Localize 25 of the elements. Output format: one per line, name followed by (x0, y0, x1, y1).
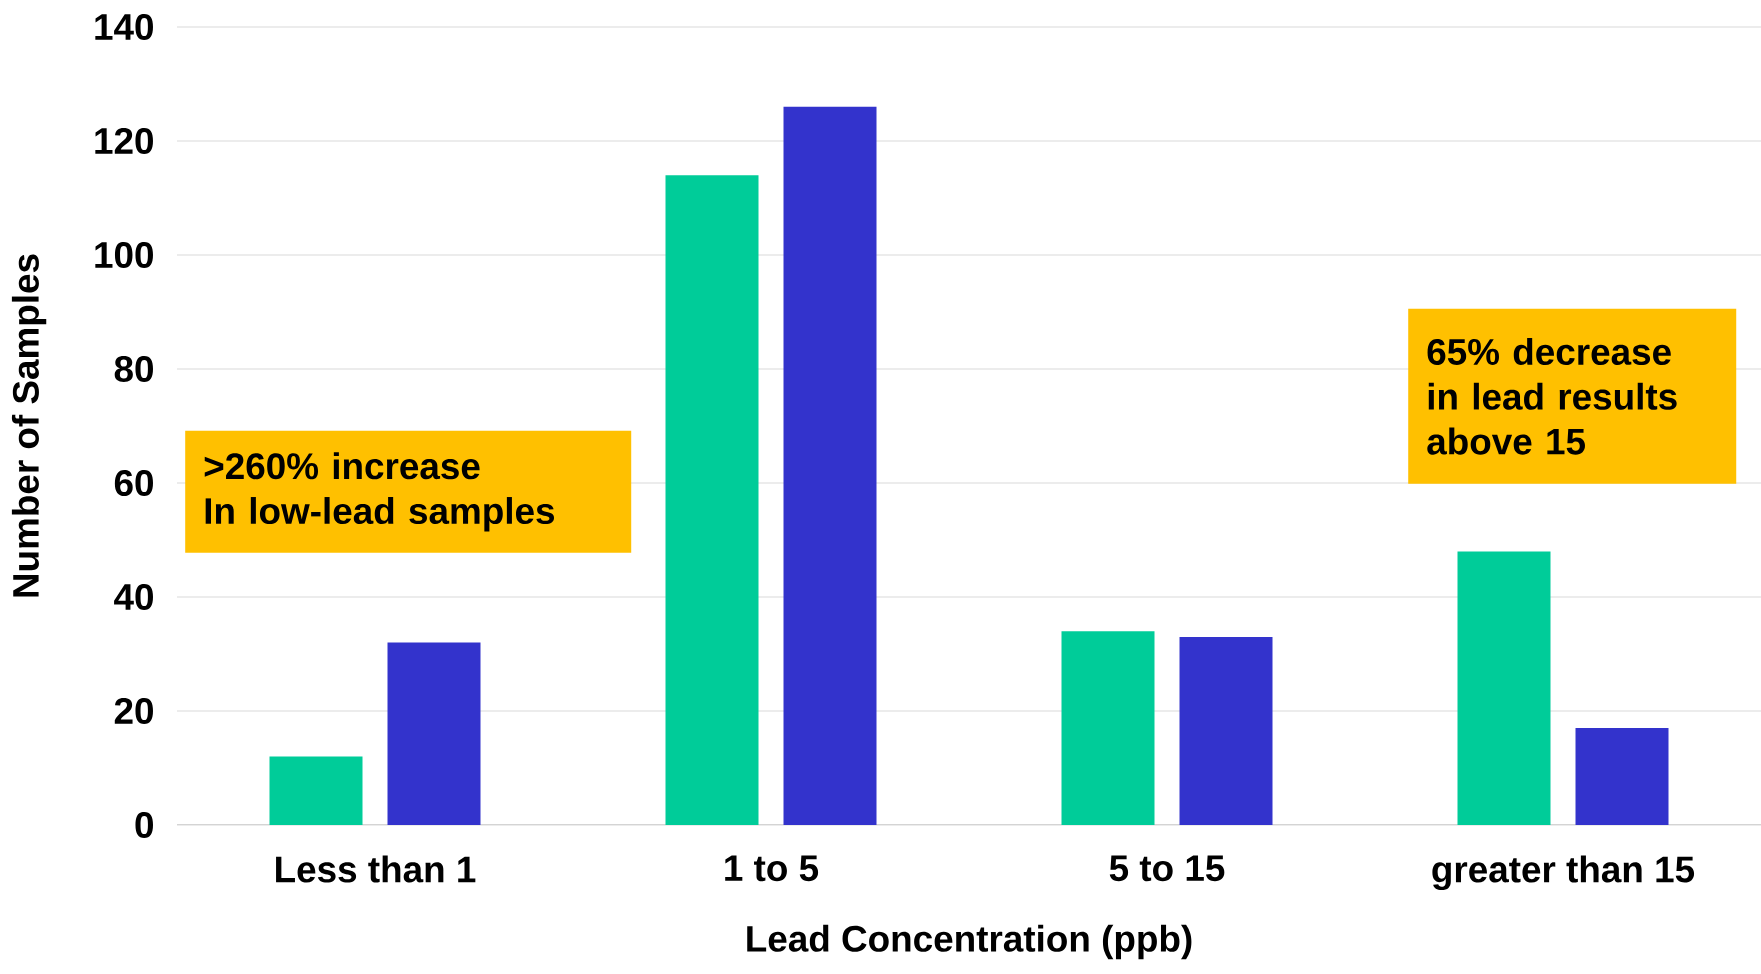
bar (387, 642, 481, 825)
y-tick-label: 140 (95, 13, 153, 41)
y-tick-label: 40 (114, 583, 153, 611)
x-tick-label: 5 to 15 (1109, 855, 1225, 882)
x-axis-title: Lead Concentration (ppb) (747, 924, 1192, 960)
y-tick-label: 100 (95, 241, 153, 269)
bar (269, 756, 363, 825)
y-tick-label: 20 (114, 697, 153, 725)
y-tick-label: 0 (135, 811, 153, 839)
bar (665, 175, 759, 825)
bar (783, 106, 877, 825)
annotation: >260% increase (204, 452, 480, 480)
y-tick-label: 120 (95, 127, 153, 155)
x-tick-label: greater than 15 (1432, 855, 1695, 891)
bar (1179, 636, 1273, 825)
bar (1061, 631, 1155, 825)
x-tick-label: 1 to 5 (725, 855, 819, 882)
y-axis-title: Number of Samples (11, 254, 47, 597)
bar (1457, 551, 1551, 825)
annotation: In low-lead samples (205, 497, 555, 532)
y-tick-label: 60 (114, 469, 153, 497)
x-tick-label: Less than 1 (276, 855, 476, 883)
y-tick-label: 80 (114, 355, 153, 383)
bar (1575, 728, 1669, 825)
annotation: 65% decrease in lead results above 15 (1427, 337, 1677, 455)
